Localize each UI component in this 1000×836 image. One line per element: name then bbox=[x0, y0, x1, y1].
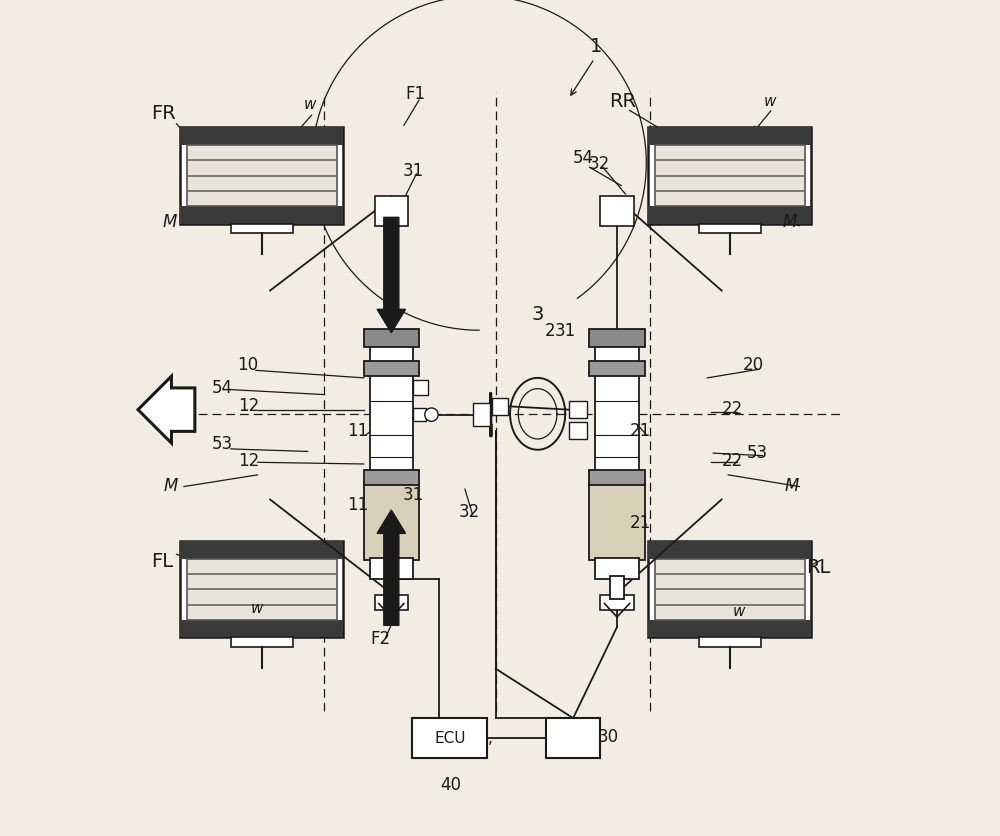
Text: RR: RR bbox=[609, 92, 636, 111]
Bar bbox=[180, 542, 343, 558]
Text: ECU: ECU bbox=[434, 731, 466, 746]
Text: w: w bbox=[251, 601, 263, 616]
Bar bbox=[569, 401, 587, 418]
Bar bbox=[648, 206, 811, 224]
Bar bbox=[600, 196, 634, 226]
Text: w: w bbox=[732, 604, 745, 619]
Text: w: w bbox=[764, 94, 777, 110]
Bar bbox=[413, 380, 428, 395]
Text: 1: 1 bbox=[589, 37, 602, 56]
Text: 30: 30 bbox=[598, 728, 619, 747]
Bar bbox=[364, 470, 419, 485]
Bar bbox=[648, 620, 811, 638]
Text: 53: 53 bbox=[212, 435, 233, 453]
Bar bbox=[187, 558, 337, 620]
Bar bbox=[180, 542, 343, 638]
Text: 40: 40 bbox=[440, 776, 461, 794]
Bar bbox=[589, 483, 645, 560]
Bar bbox=[180, 128, 343, 224]
Bar bbox=[600, 595, 634, 610]
Bar bbox=[370, 339, 413, 485]
Text: F2: F2 bbox=[370, 630, 391, 648]
Bar bbox=[364, 483, 419, 560]
Bar bbox=[187, 145, 337, 206]
Bar bbox=[375, 196, 408, 226]
Bar bbox=[589, 470, 645, 485]
Bar bbox=[385, 576, 398, 599]
Bar bbox=[699, 224, 761, 233]
Text: 10: 10 bbox=[237, 356, 258, 375]
FancyArrow shape bbox=[138, 376, 195, 443]
Text: 32: 32 bbox=[589, 155, 610, 173]
Text: 21: 21 bbox=[630, 422, 651, 441]
Text: 32: 32 bbox=[458, 502, 479, 521]
Text: ,: , bbox=[487, 731, 492, 746]
Bar bbox=[589, 329, 645, 347]
Bar bbox=[655, 145, 805, 206]
Text: M: M bbox=[163, 477, 177, 495]
Text: 31: 31 bbox=[402, 486, 423, 504]
Bar bbox=[655, 558, 805, 620]
FancyArrow shape bbox=[377, 217, 406, 333]
Bar bbox=[595, 558, 639, 579]
Bar bbox=[231, 638, 293, 647]
Text: 2: 2 bbox=[544, 322, 555, 340]
Text: M: M bbox=[784, 477, 799, 495]
Text: F1: F1 bbox=[406, 84, 426, 103]
Bar bbox=[180, 620, 343, 638]
Bar bbox=[413, 408, 426, 421]
Text: M: M bbox=[162, 213, 177, 232]
Bar bbox=[231, 224, 293, 233]
Text: 21: 21 bbox=[630, 514, 651, 533]
Text: 31: 31 bbox=[555, 322, 576, 340]
Bar bbox=[364, 329, 419, 347]
Bar bbox=[473, 403, 490, 426]
Text: 54: 54 bbox=[212, 379, 233, 397]
Bar bbox=[589, 361, 645, 376]
Bar bbox=[180, 128, 343, 145]
Bar bbox=[364, 361, 419, 376]
FancyArrow shape bbox=[377, 510, 406, 625]
Bar bbox=[648, 128, 811, 224]
Bar bbox=[610, 576, 624, 599]
Text: w: w bbox=[304, 97, 316, 112]
Circle shape bbox=[425, 408, 438, 421]
Text: 22: 22 bbox=[722, 400, 743, 418]
Text: 20: 20 bbox=[742, 355, 764, 374]
Text: FR: FR bbox=[151, 104, 176, 123]
Bar bbox=[375, 595, 408, 610]
Text: FL: FL bbox=[151, 552, 174, 571]
Text: 31: 31 bbox=[402, 161, 423, 180]
Text: 53: 53 bbox=[747, 444, 768, 462]
Text: 12: 12 bbox=[238, 451, 260, 470]
Bar bbox=[412, 718, 487, 758]
Text: 22: 22 bbox=[722, 451, 743, 470]
Bar bbox=[546, 718, 600, 758]
Bar bbox=[569, 422, 587, 439]
Bar bbox=[648, 542, 811, 558]
Text: 11: 11 bbox=[347, 422, 368, 441]
Bar bbox=[370, 558, 413, 579]
Bar bbox=[492, 398, 508, 415]
Text: 54: 54 bbox=[573, 149, 594, 167]
Bar bbox=[648, 128, 811, 145]
Text: RL: RL bbox=[806, 558, 830, 577]
Text: 12: 12 bbox=[238, 397, 260, 415]
Bar bbox=[595, 339, 639, 485]
Bar bbox=[648, 542, 811, 638]
Bar bbox=[180, 206, 343, 224]
Text: M: M bbox=[783, 213, 797, 232]
Text: 3: 3 bbox=[532, 305, 544, 324]
Text: 11: 11 bbox=[347, 496, 368, 514]
Bar bbox=[699, 638, 761, 647]
